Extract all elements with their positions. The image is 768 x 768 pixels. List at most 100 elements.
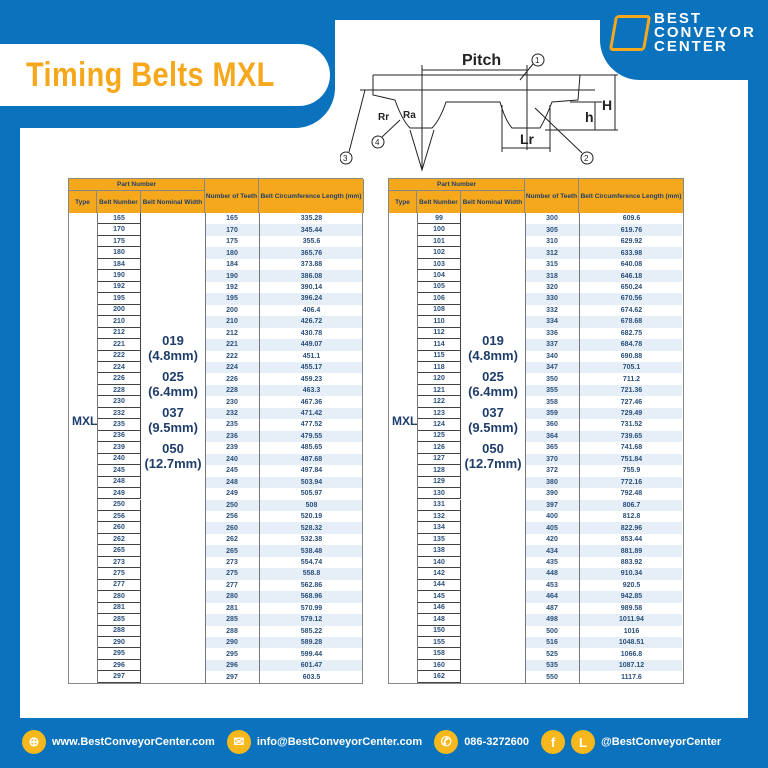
belt-width-option: 050 (12.7mm) [461,441,525,471]
belt-number-cell: 150 [417,625,461,637]
social-handle[interactable]: @BestConveyorCenter [601,736,722,748]
row-stripe [525,361,682,374]
row-stripe [205,453,362,466]
teeth-cell: 300 [546,215,558,223]
facebook-icon[interactable]: f [541,730,566,754]
length-cell: 396.24 [300,295,323,303]
row-stripe [205,407,362,420]
teeth-cell: 400 [546,513,558,521]
length-cell: 508 [305,501,318,509]
row-stripe [525,476,682,489]
row-stripe [525,270,682,282]
belt-number-cell: 184 [97,258,141,271]
teeth-cell: 364 [546,432,558,440]
length-cell: 562.86 [300,581,323,589]
teeth-cell: 262 [226,536,238,544]
website-link[interactable]: www.BestConveyorCenter.com [52,736,215,748]
length-cell: 471.42 [300,410,323,418]
callout-4: 4 [375,138,380,147]
belt-number-cell: 275 [97,568,141,580]
belt-number-cell: 105 [417,281,461,294]
belt-number-cell: 129 [417,476,461,489]
header-belt-number: Belt Number [417,191,461,213]
belt-number-cell: 290 [97,637,141,649]
column-divider [579,213,580,683]
width-code: 037 [162,405,184,421]
row-stripe [205,316,362,328]
row-stripe [205,637,362,649]
email-link[interactable]: info@BestConveyorCenter.com [256,736,423,748]
length-cell: 568.96 [300,593,323,601]
belt-number-cell: 232 [97,407,141,420]
width-mm: (12.7mm) [144,456,202,472]
teeth-cell: 359 [546,410,558,418]
row-stripe [525,224,682,236]
width-code: 050 [482,441,504,457]
length-cell: 806.7 [622,501,641,509]
teeth-cell: 165 [226,215,238,223]
teeth-cell: 224 [226,364,238,372]
belt-width-option: 037 (9.5mm) [141,405,205,435]
width-code: 025 [482,369,504,385]
belt-number-cell: 124 [417,419,461,431]
width-mm: (9.5mm) [468,420,518,436]
row-stripe [205,522,362,534]
length-cell: 727.46 [620,398,643,406]
length-cell: 585.22 [300,627,323,635]
belt-number-cell: 131 [417,499,461,511]
teeth-cell: 390 [546,490,558,498]
teeth-cell: 500 [546,627,558,635]
lr-label: Lr [520,131,535,147]
belt-number-cell: 180 [97,247,141,259]
belt-number-cell: 297 [97,671,141,683]
belt-number-cell: 249 [97,488,141,500]
length-cell: 554.74 [300,559,323,567]
phone-number[interactable]: 086-3272600 [464,736,530,748]
belt-number-cell: 160 [417,659,461,672]
belt-width-option: 025 (6.4mm) [141,369,205,399]
length-cell: 558.8 [302,570,321,578]
belt-number-cell: 140 [417,556,461,569]
belt-number-cell: 240 [97,453,141,466]
teeth-cell: 260 [226,524,238,532]
belt-number-cell: 195 [97,293,141,305]
teeth-cell: 280 [226,593,238,601]
teeth-cell: 464 [546,593,558,601]
teeth-cell: 315 [546,261,558,269]
belt-number-cell: 281 [97,602,141,615]
belt-number-cell: 145 [417,591,461,603]
row-stripe [525,316,682,328]
row-stripe [525,545,682,557]
belt-number-cell: 100 [417,224,461,236]
logo-line: CENTER [654,38,728,55]
width-code: 025 [162,369,184,385]
belt-number-cell: 144 [417,579,461,592]
row-stripe [525,637,682,649]
length-cell: 503.94 [300,478,323,486]
belt-number-cell: 192 [97,281,141,294]
teeth-cell: 330 [546,295,558,303]
teeth-cell: 265 [226,547,238,555]
teeth-cell: 365 [546,444,558,452]
length-cell: 451.1 [302,352,321,360]
belt-number-cell: 122 [417,396,461,408]
belt-number-cell: 235 [97,419,141,431]
length-cell: 792.48 [620,490,643,498]
callout-1: 1 [535,56,540,65]
length-cell: 373.88 [300,261,323,269]
teeth-cell: 277 [226,581,238,589]
length-cell: 910.34 [620,570,643,578]
length-cell: 741.68 [620,444,643,452]
length-cell: 479.55 [300,432,323,440]
belt-number-cell: 118 [417,361,461,374]
belt-number-cell: 102 [417,247,461,259]
row-stripe [525,591,682,603]
row-stripe [205,247,362,259]
teeth-cell: 250 [226,501,238,509]
length-cell: 579.12 [300,616,323,624]
teeth-cell: 200 [226,306,238,314]
row-stripe [525,614,682,626]
row-stripe [525,499,682,511]
teeth-cell: 448 [546,570,558,578]
line-icon[interactable]: L [571,730,596,754]
